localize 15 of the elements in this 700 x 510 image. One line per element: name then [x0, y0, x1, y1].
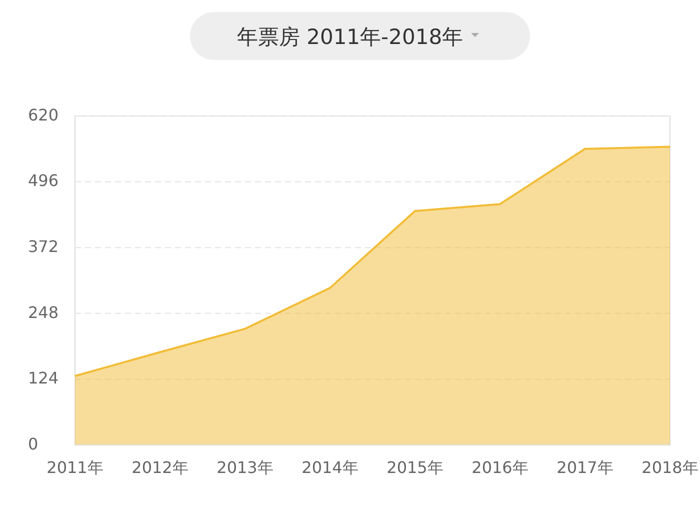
y-tick-label: 248 — [28, 302, 59, 322]
x-tick-label: 2016年 — [472, 458, 528, 477]
y-tick-label: 0 — [28, 434, 38, 454]
x-tick-label: 2017年 — [556, 458, 614, 477]
y-tick-label: 124 — [28, 368, 59, 388]
x-tick-label: 2014年 — [302, 458, 358, 477]
y-tick-label: 372 — [28, 236, 59, 256]
chart-title: 年票房 2011年-2018年 — [236, 25, 464, 49]
x-tick-label: 2013年 — [216, 458, 274, 477]
y-tick-label: 620 — [28, 105, 59, 124]
y-tick-label: 496 — [28, 171, 59, 190]
x-tick-label: 2012年 — [132, 458, 188, 477]
x-tick-label: 2011年 — [46, 458, 104, 477]
x-tick-label: 2015年 — [386, 458, 444, 477]
x-tick-label: 2018年 — [642, 458, 698, 477]
